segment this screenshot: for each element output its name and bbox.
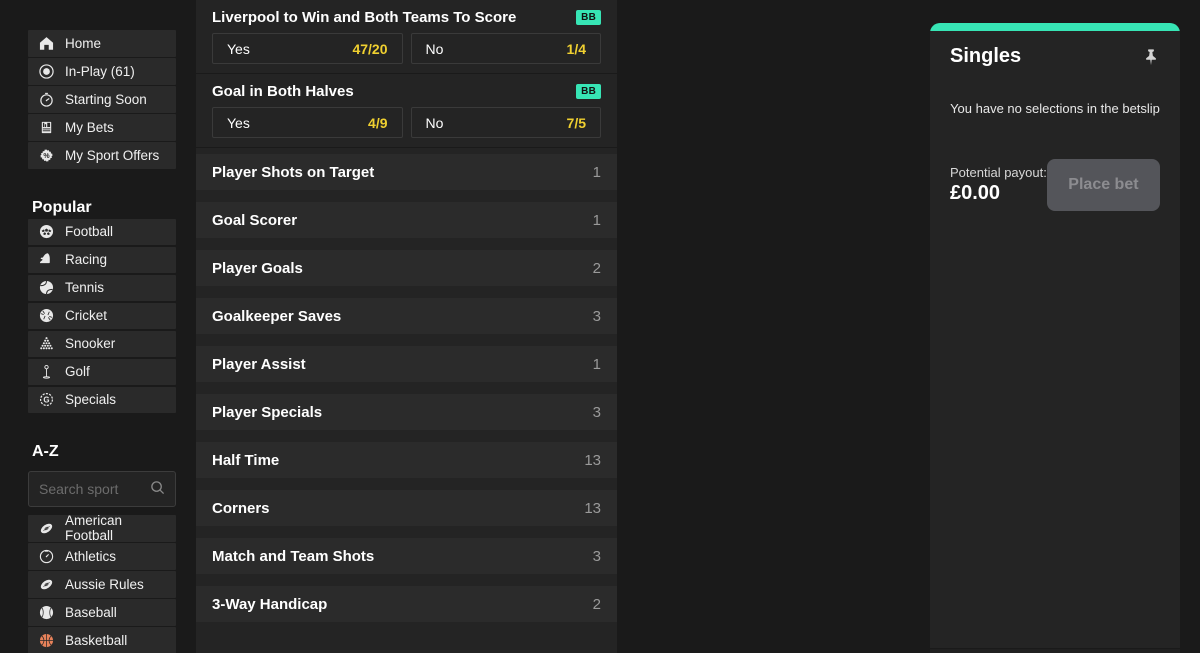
svg-text:%: % <box>43 153 50 160</box>
svg-text:G: G <box>43 396 49 405</box>
